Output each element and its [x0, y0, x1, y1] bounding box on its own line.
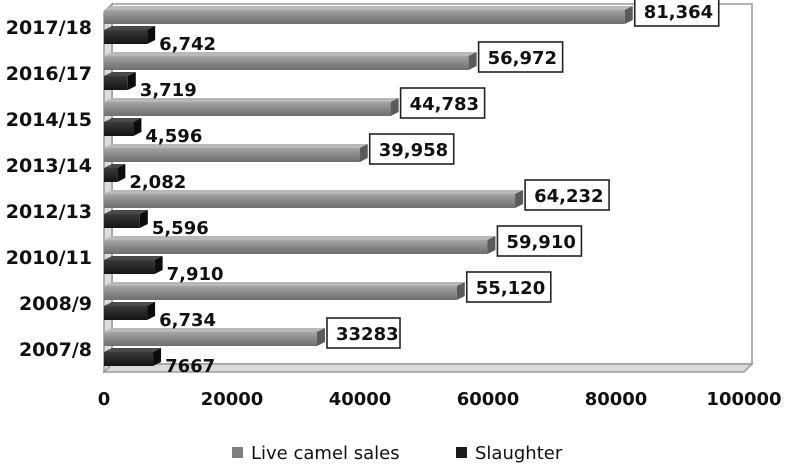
bar-live-top-2016/17: [104, 52, 477, 56]
bar-live-end-2007/8: [317, 328, 326, 346]
bar-live-end-2017/18: [624, 6, 633, 24]
x-tick-label: 40000: [329, 389, 392, 410]
bar-slaughter-top-2010/11: [104, 256, 163, 260]
bar-live-end-2008/9: [456, 282, 465, 300]
data-label-slaughter: 6,742: [159, 34, 216, 55]
bar-slaughter-2007/8: [104, 352, 154, 366]
data-label-box: [477, 41, 564, 73]
bar-live-2007/8: [104, 332, 318, 346]
x-tick-label: 100000: [706, 389, 781, 410]
y-tick-label: 2017/18: [6, 17, 92, 39]
floor: [102, 363, 754, 373]
data-label-live: 39,958: [379, 140, 448, 161]
bar-live-2017/18: [104, 10, 625, 24]
data-label-box: [496, 225, 583, 257]
bar-live-top-2010/11: [104, 236, 496, 240]
data-label-live: 81,364: [644, 2, 713, 23]
bar-slaughter-top-2014/15: [104, 118, 142, 122]
data-label-slaughter: 6,734: [159, 310, 216, 331]
bar-slaughter-end-2008/9: [147, 302, 156, 320]
bar-slaughter-end-2017/18: [147, 26, 156, 44]
legend-swatch-0: [232, 447, 243, 458]
y-tick-label: 2016/17: [6, 63, 92, 85]
data-label-live: 44,783: [410, 94, 479, 115]
legend-swatch-1: [456, 447, 467, 458]
bar-live-2012/13: [104, 194, 516, 208]
bar-slaughter-2010/11: [104, 260, 155, 274]
data-label-box: [368, 133, 455, 165]
data-label-live: 56,972: [488, 48, 557, 69]
bar-slaughter-2014/15: [104, 122, 134, 136]
bar-live-top-2008/9: [104, 282, 465, 286]
y-tick-label: 2014/15: [6, 109, 92, 131]
bar-slaughter-2008/9: [104, 306, 148, 320]
bar-slaughter-2013/14: [104, 168, 118, 182]
data-label-box: [633, 0, 720, 27]
legend-label-1: Slaughter: [475, 443, 563, 464]
y-tick-label: 2012/13: [6, 201, 92, 223]
bar-live-top-2013/14: [104, 144, 368, 148]
x-tick-label: 0: [98, 389, 111, 410]
data-label-slaughter: 7667: [165, 356, 215, 377]
x-tick-label: 80000: [585, 389, 648, 410]
y-tick-label: 2013/14: [6, 155, 92, 177]
bar-slaughter-top-2012/13: [104, 210, 148, 214]
bar-slaughter-end-2010/11: [154, 256, 163, 274]
data-label-slaughter: 4,596: [145, 126, 202, 147]
bar-live-end-2012/13: [515, 190, 524, 208]
x-tick-label: 60000: [457, 389, 520, 410]
bar-slaughter-top-2007/8: [104, 348, 162, 352]
bar-slaughter-end-2012/13: [139, 210, 148, 228]
bar-slaughter-end-2007/8: [153, 348, 162, 366]
legend-label-0: Live camel sales: [251, 443, 400, 464]
data-label-box: [524, 179, 610, 211]
y-tick-label: 2010/11: [6, 247, 92, 269]
bar-live-end-2014/15: [390, 98, 399, 116]
bar-live-2016/17: [104, 56, 469, 70]
bar-live-top-2017/18: [104, 6, 633, 10]
bar-live-end-2010/11: [487, 236, 496, 254]
bar-slaughter-end-2014/15: [133, 118, 142, 136]
bar-slaughter-top-2013/14: [104, 164, 126, 168]
y-tick-label: 2008/9: [19, 293, 92, 315]
bar-slaughter-top-2017/18: [104, 26, 156, 30]
bar-live-2014/15: [104, 102, 391, 116]
data-label-box: [326, 317, 401, 349]
bar-slaughter-top-2016/17: [104, 72, 136, 76]
bar-live-2008/9: [104, 286, 457, 300]
bar-slaughter-end-2016/17: [127, 72, 136, 90]
bar-slaughter-2012/13: [104, 214, 140, 228]
bar-live-top-2007/8: [104, 328, 326, 332]
bar-slaughter-top-2008/9: [104, 302, 156, 306]
bar-live-top-2012/13: [104, 190, 524, 194]
data-label-live: 59,910: [506, 232, 575, 253]
y-tick-label: 2007/8: [19, 339, 92, 361]
bar-slaughter-2017/18: [104, 30, 148, 44]
data-label-box: [399, 87, 486, 119]
bar-slaughter-2016/17: [104, 76, 128, 90]
data-label-box: [465, 271, 552, 303]
data-label-slaughter: 5,596: [152, 218, 209, 239]
bar-live-end-2013/14: [359, 144, 368, 162]
bar-live-top-2014/15: [104, 98, 399, 102]
data-label-slaughter: 7,910: [167, 264, 224, 285]
data-label-live: 55,120: [476, 278, 545, 299]
bar-live-end-2016/17: [468, 52, 477, 70]
data-label-live: 33283: [336, 324, 399, 345]
bar-live-2013/14: [104, 148, 360, 162]
bar-live-2010/11: [104, 240, 488, 254]
data-label-slaughter: 3,719: [140, 80, 197, 101]
bar-slaughter-end-2013/14: [117, 164, 126, 182]
x-tick-label: 20000: [201, 389, 264, 410]
data-label-slaughter: 2,082: [129, 172, 186, 193]
data-label-live: 64,232: [534, 186, 603, 207]
